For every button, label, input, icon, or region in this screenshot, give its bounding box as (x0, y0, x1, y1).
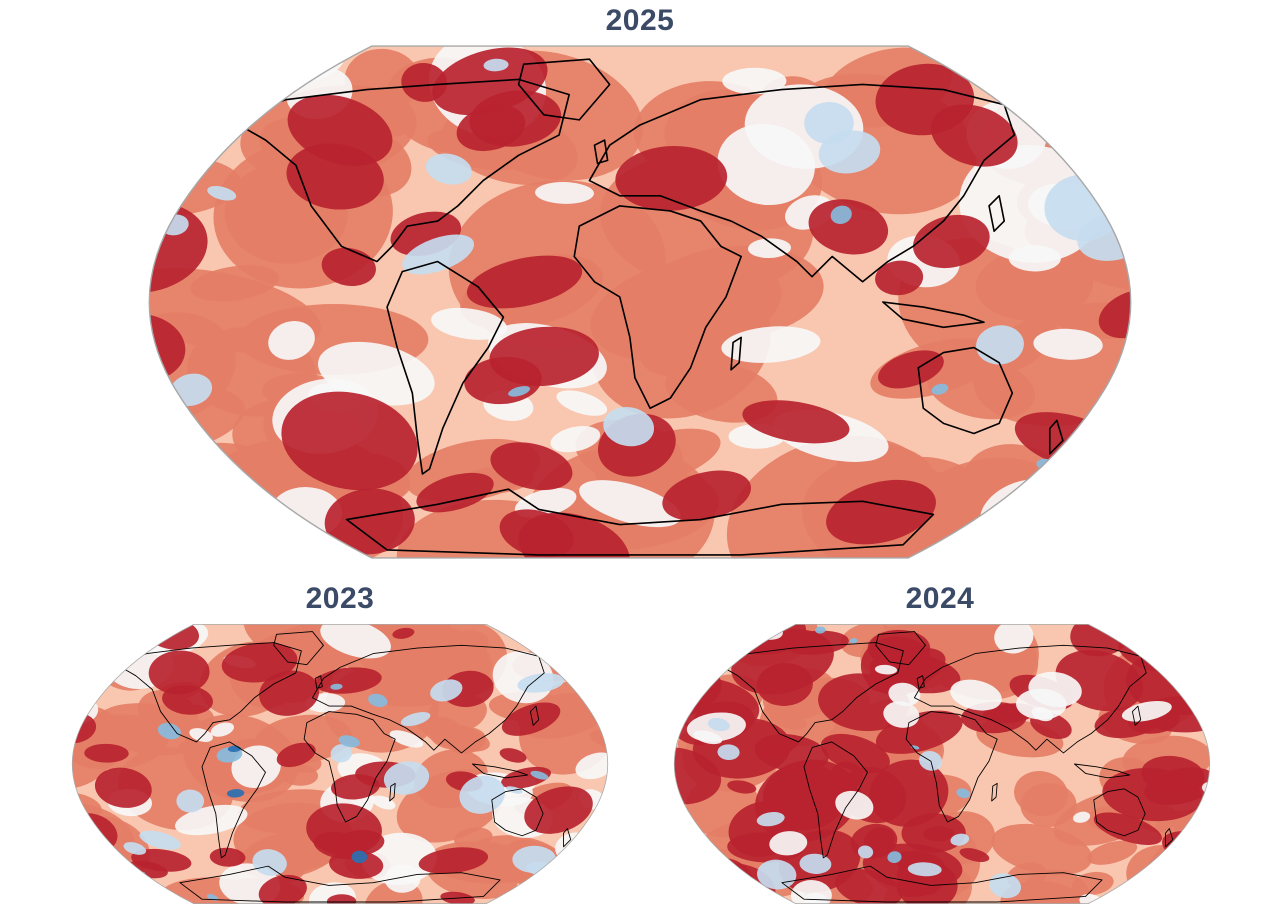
world-map-2024 (674, 623, 1210, 905)
map-title-2025: 2025 (605, 4, 675, 37)
world-map-2025 (148, 45, 1132, 559)
world-map-2023 (72, 623, 608, 905)
map-title-2023: 2023 (305, 582, 375, 615)
map-title-2024: 2024 (905, 582, 975, 615)
